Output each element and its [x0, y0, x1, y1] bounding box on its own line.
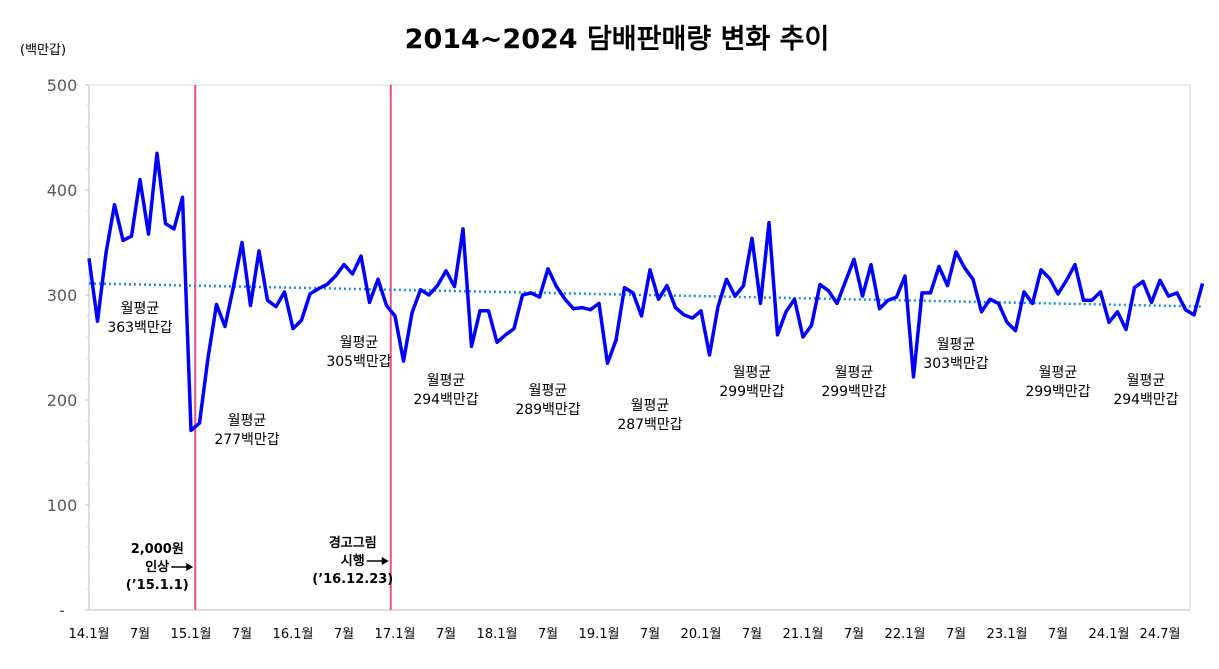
monthly-average-label: 303백만갑 [923, 356, 988, 372]
y-tick-label: 200 [47, 391, 78, 410]
x-tick-label: 16.1월 [273, 627, 314, 642]
x-tick-label: 7월 [640, 627, 660, 642]
x-tick-label: 7월 [946, 627, 966, 642]
x-tick-label: 15.1월 [171, 627, 212, 642]
monthly-average-label: 월평균 [733, 365, 772, 381]
y-tick-label: 400 [47, 181, 78, 200]
monthly-average-label: 287백만갑 [617, 417, 682, 433]
event-label: 경고그림 [329, 535, 377, 551]
monthly-average-label: 월평균 [1127, 373, 1166, 389]
event-label: 시행 [341, 553, 365, 569]
y-tick-label: 100 [47, 496, 78, 515]
monthly-average-label: 월평균 [937, 337, 976, 353]
monthly-average-annotations: 월평균363백만갑월평균277백만갑월평균305백만갑월평균294백만갑월평균2… [107, 301, 1178, 448]
monthly-average-label: 월평균 [427, 373, 466, 389]
x-tick-label: 7월 [1048, 627, 1068, 642]
x-tick-label: 7월 [130, 627, 150, 642]
event-arrow-head [381, 557, 389, 565]
x-tick-label: 7월 [538, 627, 558, 642]
monthly-average-label: 294백만갑 [1113, 392, 1178, 408]
x-tick-label: 17.1월 [375, 627, 416, 642]
monthly-average-label: 월평균 [631, 398, 670, 414]
y-axis: - 100 200 300 400 500 [47, 76, 90, 620]
x-tick-label: 18.1월 [477, 627, 518, 642]
x-tick-label: 7월 [742, 627, 762, 642]
x-tick-label: 7월 [232, 627, 252, 642]
event-label: (’15.1.1) [126, 578, 189, 593]
x-axis: 14.1월 7월 15.1월 7월 16.1월 7월 17.1월 7월 18.1월 7월 19.1월… [69, 609, 1190, 642]
monthly-average-label: 294백만갑 [413, 392, 478, 408]
event-label: (’16.12.23) [312, 572, 393, 587]
monthly-average-label: 월평균 [835, 365, 874, 381]
monthly-average-label: 월평균 [1039, 365, 1078, 381]
monthly-average-label: 299백만갑 [821, 384, 886, 400]
x-tick-label: 14.1월 [69, 627, 110, 642]
monthly-average-label: 277백만갑 [214, 432, 279, 448]
chart-title: 2014~2024 담배판매량 변화 추이 [405, 24, 830, 55]
monthly-average-label: 299백만갑 [1025, 384, 1090, 400]
monthly-average-label: 월평균 [529, 383, 568, 399]
y-unit-label: (백만갑) [20, 43, 66, 58]
x-tick-label: 23.1월 [987, 627, 1028, 642]
sales-line [87, 151, 1205, 433]
x-tick-label: 24.1월 [1089, 627, 1130, 642]
event-label: 2,000원 [131, 542, 184, 557]
y-tick-label: 500 [47, 76, 78, 95]
y-tick-label: - [59, 601, 65, 620]
monthly-average-label: 289백만갑 [515, 402, 580, 418]
monthly-average-label: 월평균 [340, 335, 379, 351]
x-tick-label: 21.1월 [783, 627, 824, 642]
monthly-average-label: 월평균 [121, 301, 160, 317]
monthly-average-label: 월평균 [228, 413, 267, 429]
x-tick-label: 22.1월 [885, 627, 926, 642]
monthly-average-label: 305백만갑 [326, 354, 391, 370]
y-tick-label: 300 [47, 286, 78, 305]
x-tick-label: 7월 [334, 627, 354, 642]
event-arrow-head [186, 563, 194, 571]
x-tick-label: 19.1월 [579, 627, 620, 642]
x-tick-label: 24.7월 [1140, 627, 1181, 642]
x-tick-label: 20.1월 [681, 627, 722, 642]
x-tick-label: 7월 [436, 627, 456, 642]
monthly-average-label: 363백만갑 [107, 320, 172, 336]
x-tick-label: 7월 [844, 627, 864, 642]
event-label: 인상 [145, 559, 169, 575]
sales-series [87, 151, 1205, 433]
monthly-average-label: 299백만갑 [719, 384, 784, 400]
plot-area [88, 84, 1191, 611]
